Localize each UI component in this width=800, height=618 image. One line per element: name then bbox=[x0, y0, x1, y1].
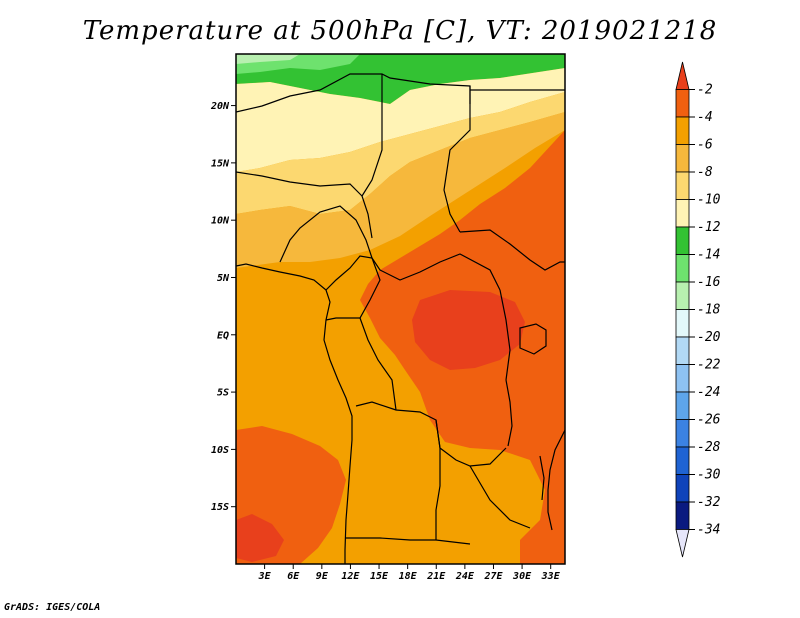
lon-tick-label: 9E bbox=[316, 571, 329, 582]
west-coastline bbox=[236, 263, 353, 564]
colorbar-label: -34 bbox=[697, 523, 720, 538]
border-congo bbox=[359, 317, 397, 411]
border-niger-south bbox=[236, 171, 363, 197]
lake-tanganyika bbox=[505, 379, 513, 447]
lon-tick-label: 6E bbox=[287, 571, 300, 582]
colorbar-label: -28 bbox=[697, 440, 721, 455]
colorbar-label: -12 bbox=[697, 220, 721, 235]
colorbar-label: -10 bbox=[697, 193, 721, 208]
colorbar: -2 -4 -6 -8 -10 -12 -14 -16 -18 -20 -22 -24 -26 -28 -3… bbox=[675, 61, 721, 558]
border-cameroon bbox=[325, 255, 381, 321]
lon-tick-label: 33E bbox=[541, 571, 561, 582]
lon-tick-label: 3E bbox=[258, 571, 272, 582]
lon-tick-label: 15E bbox=[370, 571, 389, 582]
contour-band-minus18 bbox=[236, 54, 300, 64]
border-car bbox=[371, 253, 501, 291]
border-libya-south bbox=[236, 73, 471, 113]
border-angola-namibia bbox=[345, 537, 471, 545]
colorbar-label: -22 bbox=[697, 358, 721, 373]
colorbar-swatch bbox=[675, 89, 690, 118]
colorbar-swatch bbox=[675, 309, 690, 338]
lat-tick-label: 15S bbox=[211, 502, 229, 513]
colorbar-label: -32 bbox=[697, 495, 721, 510]
colorbar-label: -14 bbox=[697, 248, 720, 263]
boundaries-layer bbox=[236, 73, 565, 564]
border-chad-niger bbox=[361, 74, 383, 239]
colorbar-label: -2 bbox=[697, 83, 713, 98]
colorbar-label: -6 bbox=[697, 138, 713, 153]
colorbar-swatch bbox=[675, 446, 690, 475]
map-title: Temperature at 500hPa [C], VT: 201902121… bbox=[82, 16, 718, 46]
contour-band-minus2 bbox=[412, 290, 525, 370]
lon-tick-label: 12E bbox=[341, 571, 360, 582]
lake-malawi bbox=[539, 455, 545, 501]
colorbar-label: -18 bbox=[697, 303, 721, 318]
colorbar-swatch bbox=[675, 391, 690, 420]
colorbar-swatch bbox=[675, 501, 690, 530]
border-south-sudan bbox=[459, 229, 565, 271]
border-sudan-west bbox=[443, 86, 471, 233]
lon-tick-label: 30E bbox=[512, 571, 532, 582]
latitude-axis: 20N 15N 10N 5N EQ 5S 10S 15S bbox=[210, 101, 236, 513]
lon-tick-label: 18E bbox=[399, 571, 418, 582]
lat-tick-label: 15N bbox=[211, 158, 230, 169]
colorbar-label: -16 bbox=[697, 275, 721, 290]
lon-tick-label: 24E bbox=[455, 571, 475, 582]
colorbar-label: -26 bbox=[697, 413, 721, 428]
colorbar-label: -4 bbox=[697, 110, 713, 125]
lat-tick-label: 20N bbox=[210, 101, 230, 112]
lon-tick-label: 27E bbox=[483, 571, 503, 582]
lat-tick-label: EQ bbox=[217, 330, 229, 341]
colorbar-label: -24 bbox=[697, 385, 720, 400]
lat-tick-label: 10S bbox=[211, 445, 229, 456]
colorbar-swatch bbox=[675, 144, 690, 173]
colorbar-swatch bbox=[675, 336, 690, 365]
colorbar-label: -20 bbox=[697, 330, 721, 345]
colorbar-swatch bbox=[675, 226, 690, 255]
lake-victoria bbox=[519, 323, 547, 355]
colorbar-swatch bbox=[675, 61, 690, 90]
colorbar-swatch bbox=[675, 199, 690, 228]
colorbar-swatch bbox=[675, 529, 690, 558]
contour-band-minus8 bbox=[236, 92, 565, 214]
colorbar-swatch bbox=[675, 419, 690, 448]
colorbar-swatch bbox=[675, 254, 690, 283]
border-drc-east bbox=[499, 289, 511, 381]
plot-frame bbox=[235, 53, 566, 565]
colorbar-swatch bbox=[675, 364, 690, 393]
longitude-axis: 3E 6E 9E 12E 15E 18E 21E 24E 27E 30E 33E bbox=[258, 564, 561, 582]
contour-band-minus2-southwest bbox=[236, 514, 284, 562]
contour-band-minus6 bbox=[236, 112, 565, 268]
east-coastline bbox=[547, 429, 565, 531]
grads-credit: GrADS: IGES/COLA bbox=[4, 602, 101, 613]
colorbar-label: -8 bbox=[697, 165, 713, 180]
colorbar-swatch bbox=[675, 281, 690, 310]
border-angola-zambia bbox=[435, 419, 441, 540]
colorbar-label: -30 bbox=[697, 468, 721, 483]
border-nigeria bbox=[279, 205, 373, 263]
colorbar-swatch bbox=[675, 171, 690, 200]
colorbar-swatch bbox=[675, 116, 690, 145]
lat-tick-label: 5S bbox=[217, 388, 229, 399]
lat-tick-label: 10N bbox=[211, 216, 230, 227]
lat-tick-label: 5N bbox=[217, 273, 230, 284]
colorbar-swatch bbox=[675, 474, 690, 503]
lon-tick-label: 21E bbox=[426, 571, 446, 582]
border-zambia-zimbabwe bbox=[469, 465, 531, 529]
temperature-field bbox=[236, 54, 565, 564]
contour-band-minus10 bbox=[236, 68, 565, 172]
